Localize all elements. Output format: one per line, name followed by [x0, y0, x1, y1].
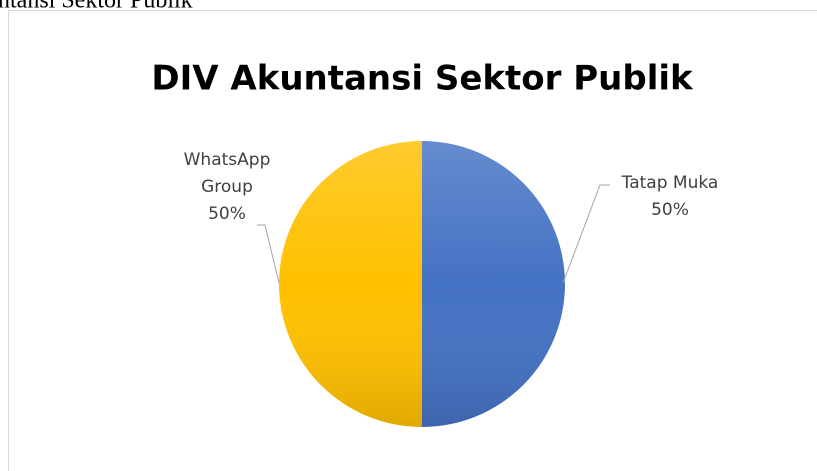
slice-shade	[279, 141, 422, 427]
leader-line	[562, 184, 610, 284]
leader-line	[257, 224, 280, 284]
chart-title: DIV Akuntansi Sektor Publik	[151, 59, 694, 99]
pie	[279, 141, 565, 427]
data-label-name: Tatap Muka	[621, 173, 719, 193]
data-label-value: 50%	[651, 200, 689, 220]
slice-shade	[422, 141, 565, 427]
data-label-name: WhatsApp Group	[184, 150, 271, 197]
data-label-value: 50%	[208, 204, 246, 224]
